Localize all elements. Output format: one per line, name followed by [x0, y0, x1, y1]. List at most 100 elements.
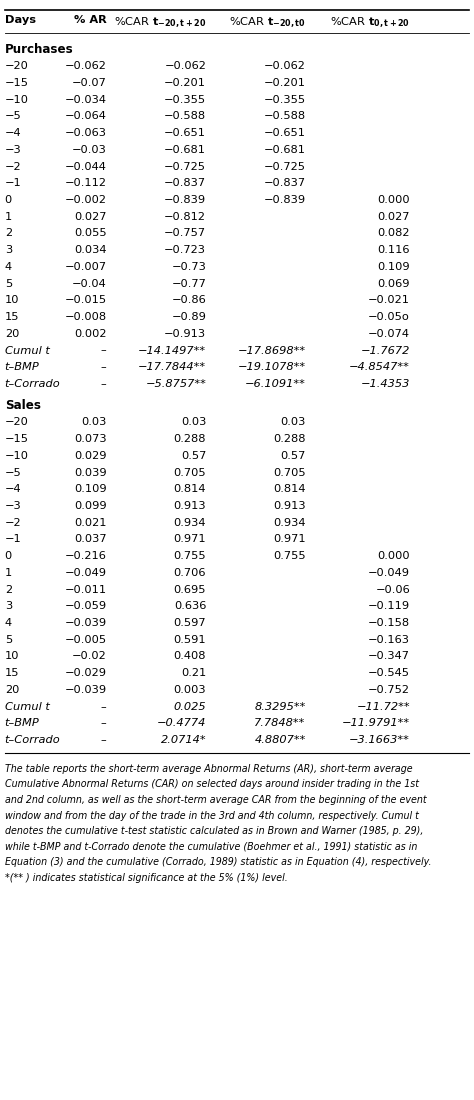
Text: 0.099: 0.099	[74, 500, 107, 512]
Text: −0.062: −0.062	[164, 62, 206, 72]
Text: 0.934: 0.934	[273, 518, 306, 528]
Text: 0.109: 0.109	[377, 262, 410, 272]
Text: –: –	[101, 702, 107, 712]
Text: 20: 20	[5, 329, 19, 339]
Text: −0.86: −0.86	[172, 296, 206, 306]
Text: 0.591: 0.591	[173, 635, 206, 645]
Text: –: –	[101, 362, 107, 372]
Text: −10: −10	[5, 451, 29, 461]
Text: −0.651: −0.651	[164, 129, 206, 139]
Text: –: –	[101, 379, 107, 389]
Text: 0.288: 0.288	[273, 434, 306, 444]
Text: 20: 20	[5, 685, 19, 695]
Text: 0.971: 0.971	[173, 535, 206, 544]
Text: 0.913: 0.913	[173, 500, 206, 512]
Text: −0.044: −0.044	[65, 162, 107, 172]
Text: 0.003: 0.003	[173, 685, 206, 695]
Text: −0.011: −0.011	[64, 584, 107, 595]
Text: −0.681: −0.681	[264, 145, 306, 155]
Text: −6.1091**: −6.1091**	[245, 379, 306, 389]
Text: −0.588: −0.588	[164, 111, 206, 121]
Text: 0.116: 0.116	[377, 245, 410, 255]
Text: −0.02: −0.02	[72, 651, 107, 661]
Text: −0.119: −0.119	[368, 602, 410, 612]
Text: −0.06: −0.06	[375, 584, 410, 595]
Text: −0.201: −0.201	[264, 78, 306, 88]
Text: 15: 15	[5, 312, 19, 322]
Text: −0.007: −0.007	[64, 262, 107, 272]
Text: −0.681: −0.681	[164, 145, 206, 155]
Text: −2: −2	[5, 518, 21, 528]
Text: Purchases: Purchases	[5, 43, 73, 56]
Text: 7.7848**: 7.7848**	[255, 718, 306, 728]
Text: 4: 4	[5, 618, 12, 628]
Text: 3: 3	[5, 245, 12, 255]
Text: *(** ) indicates statistical significance at the 5% (1%) level.: *(** ) indicates statistical significanc…	[5, 872, 288, 882]
Text: 0.069: 0.069	[377, 278, 410, 288]
Text: 4.8807**: 4.8807**	[255, 735, 306, 745]
Text: 0.039: 0.039	[74, 468, 107, 477]
Text: −11.72**: −11.72**	[356, 702, 410, 712]
Text: −14.1497**: −14.1497**	[138, 345, 206, 355]
Text: −0.008: −0.008	[64, 312, 107, 322]
Text: 0.037: 0.037	[74, 535, 107, 544]
Text: 10: 10	[5, 651, 19, 661]
Text: −0.059: −0.059	[64, 602, 107, 612]
Text: −0.723: −0.723	[164, 245, 206, 255]
Text: −0.839: −0.839	[164, 195, 206, 205]
Text: 3: 3	[5, 602, 12, 612]
Text: −0.03: −0.03	[72, 145, 107, 155]
Text: and 2nd column, as well as the short-term average CAR from the beginning of the : and 2nd column, as well as the short-ter…	[5, 795, 427, 805]
Text: −17.7844**: −17.7844**	[138, 362, 206, 372]
Text: 0.705: 0.705	[273, 468, 306, 477]
Text: t–Corrado: t–Corrado	[5, 735, 61, 745]
Text: −0.77: −0.77	[171, 278, 206, 288]
Text: 0.002: 0.002	[74, 329, 107, 339]
Text: 0.073: 0.073	[74, 434, 107, 444]
Text: Cumul t: Cumul t	[5, 345, 50, 355]
Text: −4: −4	[5, 129, 21, 139]
Text: 0.021: 0.021	[74, 518, 107, 528]
Text: −0.837: −0.837	[264, 178, 306, 188]
Text: −2: −2	[5, 162, 21, 172]
Text: −11.9791**: −11.9791**	[342, 718, 410, 728]
Text: −1: −1	[5, 535, 21, 544]
Text: Sales: Sales	[5, 399, 41, 412]
Text: −0.812: −0.812	[164, 212, 206, 222]
Text: 0.57: 0.57	[280, 451, 306, 461]
Text: −0.725: −0.725	[164, 162, 206, 172]
Text: 0.695: 0.695	[173, 584, 206, 595]
Text: 10: 10	[5, 296, 19, 306]
Text: −0.725: −0.725	[264, 162, 306, 172]
Text: window and from the day of the trade in the 3rd and 4th column, respectively. Cu: window and from the day of the trade in …	[5, 811, 419, 821]
Text: while t-BMP and t-Corrado denote the cumulative (Boehmer et al., 1991) statistic: while t-BMP and t-Corrado denote the cum…	[5, 842, 417, 851]
Text: −15: −15	[5, 434, 29, 444]
Text: 5: 5	[5, 278, 12, 288]
Text: −0.837: −0.837	[164, 178, 206, 188]
Text: 0: 0	[5, 195, 12, 205]
Text: −0.752: −0.752	[368, 685, 410, 695]
Text: 0.109: 0.109	[74, 484, 107, 494]
Text: 0.971: 0.971	[273, 535, 306, 544]
Text: 0.57: 0.57	[181, 451, 206, 461]
Text: −3: −3	[5, 145, 21, 155]
Text: 1: 1	[5, 568, 12, 578]
Text: −0.05o: −0.05o	[368, 312, 410, 322]
Text: −0.064: −0.064	[65, 111, 107, 121]
Text: 0.597: 0.597	[173, 618, 206, 628]
Text: %CAR $\mathbf{t_{0,t+20}}$: %CAR $\mathbf{t_{0,t+20}}$	[330, 15, 410, 30]
Text: −15: −15	[5, 78, 29, 88]
Text: 15: 15	[5, 668, 19, 679]
Text: −0.347: −0.347	[368, 651, 410, 661]
Text: 0.814: 0.814	[273, 484, 306, 494]
Text: 0.03: 0.03	[81, 417, 107, 428]
Text: Cumulative Abnormal Returns (CAR) on selected days around insider trading in the: Cumulative Abnormal Returns (CAR) on sel…	[5, 780, 419, 790]
Text: −5: −5	[5, 111, 21, 121]
Text: 2: 2	[5, 584, 12, 595]
Text: –: –	[101, 735, 107, 745]
Text: −0.839: −0.839	[264, 195, 306, 205]
Text: 0.288: 0.288	[173, 434, 206, 444]
Text: 0.913: 0.913	[273, 500, 306, 512]
Text: −0.913: −0.913	[164, 329, 206, 339]
Text: Cumul t: Cumul t	[5, 702, 50, 712]
